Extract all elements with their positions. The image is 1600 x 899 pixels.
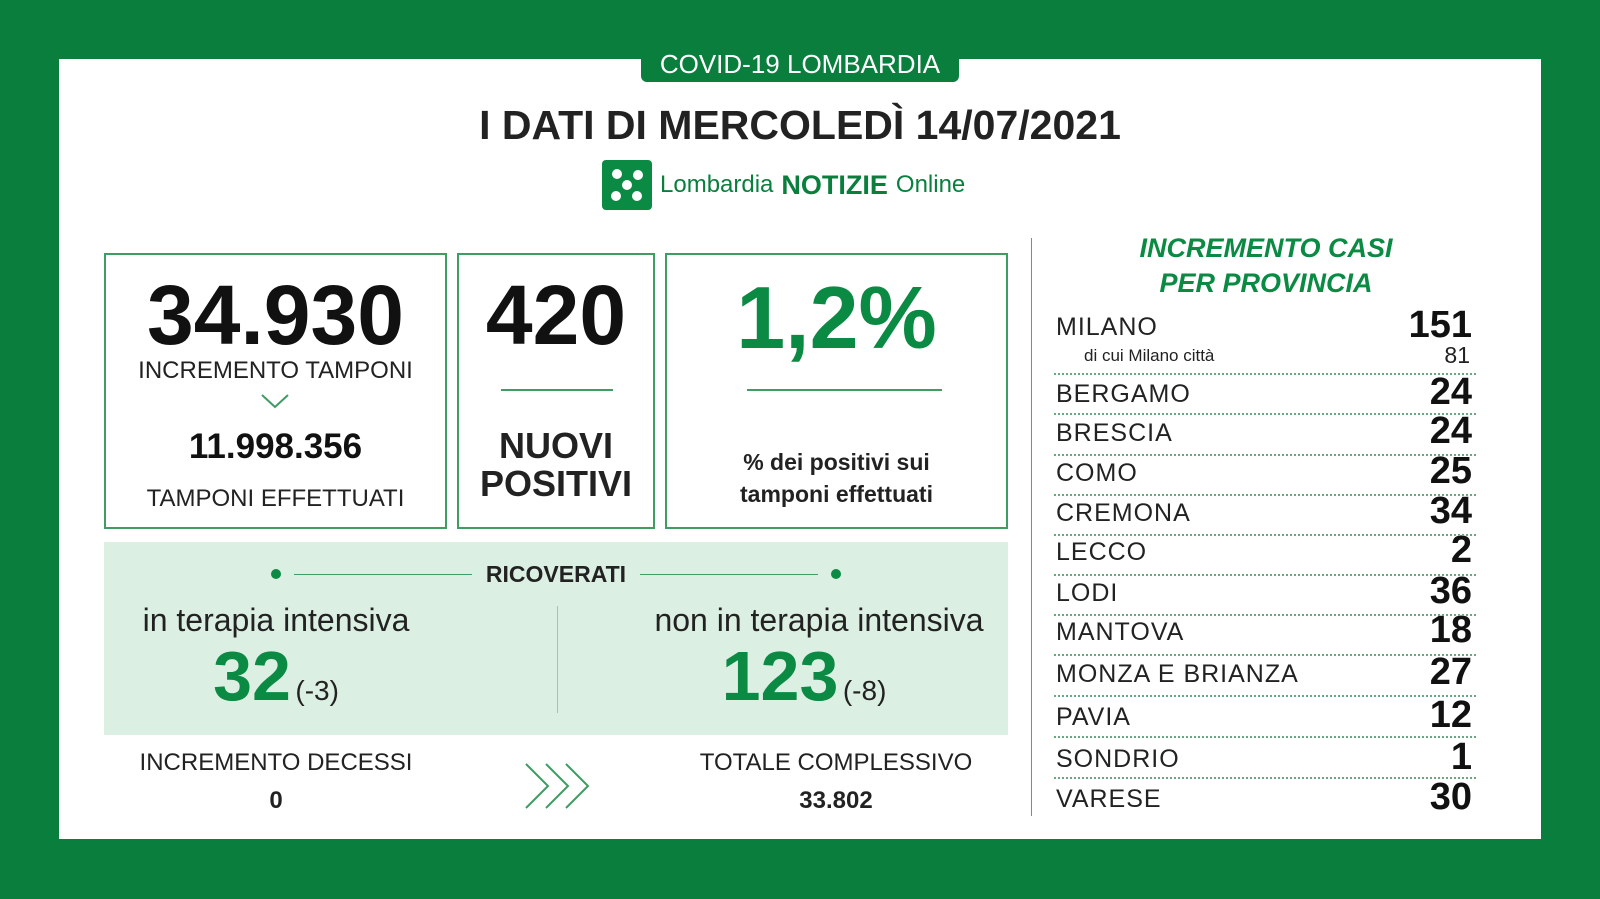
- totale-value: 33.802: [799, 787, 873, 814]
- province-name: BRESCIA: [1056, 419, 1173, 447]
- province-value: 18: [1429, 609, 1472, 651]
- positivi-value: 420: [485, 268, 627, 362]
- percent-label: % dei positivi sui: [743, 449, 930, 475]
- province-name: PAVIA: [1056, 703, 1131, 731]
- separator: [1054, 534, 1476, 536]
- logo: Lombardia NOTIZIE Online: [602, 160, 965, 210]
- province-name: BERGAMO: [1056, 380, 1191, 408]
- province-name: MANTOVA: [1056, 618, 1185, 646]
- province-title: INCREMENTO CASI: [1139, 233, 1393, 263]
- intensiva-figures: 32 (-3): [104, 636, 448, 716]
- logo-brand: Lombardia: [660, 171, 774, 198]
- separator: [1054, 654, 1476, 656]
- province-name: VARESE: [1056, 785, 1162, 813]
- ricoverati-title: RICOVERATI: [485, 561, 627, 587]
- tamponi-label: INCREMENTO TAMPONI: [138, 357, 413, 384]
- header-tag: COVID-19 LOMBARDIA: [641, 44, 959, 82]
- decessi-value: 0: [269, 787, 283, 814]
- positivi-box: 420 NUOVI POSITIVI: [457, 253, 655, 529]
- intensiva-delta: (-3): [295, 675, 339, 706]
- separator: [1054, 494, 1476, 496]
- province-value: 2: [1450, 529, 1472, 571]
- title: I DATI DI MERCOLEDÌ 14/07/2021: [479, 102, 1121, 148]
- province-title: PER PROVINCIA: [1159, 268, 1373, 298]
- province-value: 24: [1429, 410, 1472, 452]
- tamponi-total-label: TAMPONI EFFETTUATI: [146, 485, 405, 512]
- milano-citta-value: 81: [1444, 342, 1470, 368]
- separator: [1054, 454, 1476, 456]
- separator: [1054, 413, 1476, 415]
- province-value: 12: [1429, 694, 1472, 736]
- separator: [1054, 574, 1476, 576]
- non-intensiva-delta: (-8): [842, 675, 887, 706]
- rule: [294, 574, 472, 575]
- intensiva-value: 32: [213, 637, 291, 715]
- tamponi-total: 11.998.356: [188, 427, 363, 466]
- divider: [501, 389, 613, 391]
- separator: [1054, 695, 1476, 697]
- chevron: [261, 394, 289, 409]
- separator: [1054, 373, 1476, 375]
- separator: [1054, 736, 1476, 738]
- dot: [831, 569, 841, 579]
- province-name: LODI: [1056, 579, 1119, 607]
- province-value: 30: [1429, 776, 1472, 818]
- tamponi-value: 34.930: [147, 268, 404, 362]
- province-value: 27: [1429, 651, 1472, 693]
- positivi-label: POSITIVI: [479, 463, 633, 504]
- non-intensiva-value: 123: [721, 637, 839, 715]
- decessi-label: INCREMENTO DECESSI: [139, 749, 413, 776]
- logo-online: Online: [895, 171, 966, 198]
- province-value: 1: [1450, 736, 1472, 778]
- province-value: 34: [1429, 490, 1472, 532]
- non-intensiva-label: non in terapia intensiva: [654, 602, 984, 638]
- logo-icon: [602, 160, 652, 210]
- province-name: COMO: [1056, 459, 1138, 487]
- percent-value: 1,2%: [736, 268, 937, 367]
- separator: [1054, 614, 1476, 616]
- province-name: SONDRIO: [1056, 745, 1180, 773]
- province-value: 24: [1429, 371, 1472, 413]
- positivi-label: NUOVI: [498, 425, 613, 466]
- province-value: 25: [1429, 450, 1472, 492]
- tamponi-box: 34.930 INCREMENTO TAMPONI 11.998.356 TAM…: [104, 253, 447, 529]
- dot: [271, 569, 281, 579]
- divider: [557, 606, 558, 713]
- non-intensiva-figures: 123 (-8): [604, 636, 1004, 716]
- province-value: 151: [1408, 304, 1472, 346]
- province-name: CREMONA: [1056, 499, 1191, 527]
- arrows: [525, 763, 590, 809]
- totale-label: TOTALE COMPLESSIVO: [699, 749, 973, 776]
- province-name: MILANO: [1056, 313, 1158, 341]
- separator: [1054, 777, 1476, 779]
- province-name: LECCO: [1056, 538, 1148, 566]
- ricoverati-panel: RICOVERATI in terapia intensiva 32 (-3) …: [104, 542, 1008, 735]
- percent-label: tamponi effettuati: [740, 481, 933, 507]
- percent-box: 1,2% % dei positivi sui tamponi effettua…: [665, 253, 1008, 529]
- divider: [1031, 238, 1032, 816]
- milano-citta-label: di cui Milano città: [1084, 346, 1215, 365]
- divider: [747, 389, 942, 391]
- province-name: MONZA E BRIANZA: [1056, 660, 1299, 688]
- rule: [640, 574, 818, 575]
- intensiva-label: in terapia intensiva: [142, 602, 410, 638]
- province-value: 36: [1429, 570, 1472, 612]
- logo-notizie: NOTIZIE: [781, 169, 888, 200]
